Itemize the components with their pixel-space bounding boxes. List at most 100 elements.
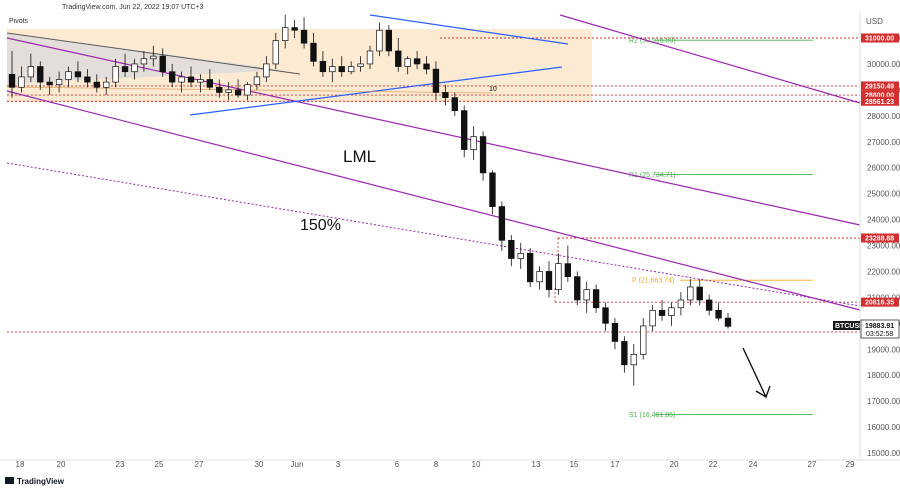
x-tick-label: 20 bbox=[670, 460, 679, 469]
candle-body bbox=[187, 76, 195, 83]
x-tick-label: 6 bbox=[395, 460, 400, 469]
candle-body bbox=[347, 66, 355, 73]
candle-body bbox=[131, 63, 138, 73]
indicator-label: Pivots bbox=[9, 18, 29, 25]
y-tick-label: 17000.00 bbox=[867, 397, 900, 406]
candle-body bbox=[602, 307, 609, 324]
candle-body bbox=[27, 66, 35, 78]
candle-body bbox=[216, 86, 223, 93]
candle-body bbox=[178, 76, 185, 83]
candle-body bbox=[517, 252, 524, 259]
candle-body bbox=[244, 84, 251, 96]
candle-body bbox=[423, 63, 430, 70]
blue-line-lower bbox=[189, 66, 563, 116]
x-tick-label: 24 bbox=[749, 460, 758, 469]
candle-body bbox=[338, 66, 345, 73]
x-tick-label: 10 bbox=[472, 460, 481, 469]
y-tick-label: 25000.00 bbox=[867, 190, 900, 199]
bar-countdown: 03:52:58 bbox=[866, 331, 893, 338]
current-price-value: 19883.91 bbox=[865, 323, 894, 330]
price-badge-label: 20816.35 bbox=[865, 300, 894, 307]
y-tick-label: 15000.00 bbox=[867, 449, 900, 458]
candle-body bbox=[724, 317, 732, 327]
candle-body bbox=[65, 71, 72, 80]
candle-body bbox=[640, 325, 647, 355]
range-label: 10 bbox=[489, 86, 497, 93]
price-badge-label: 29150.49 bbox=[865, 83, 894, 90]
candle-body bbox=[592, 289, 600, 309]
x-tick-label: 29 bbox=[846, 460, 855, 469]
candle-body bbox=[206, 79, 214, 88]
candle-body bbox=[93, 81, 100, 88]
candle-body bbox=[159, 55, 166, 73]
candle-body bbox=[385, 29, 393, 52]
pivot-label: R1 (25,734.71) bbox=[629, 172, 676, 179]
y-tick-label: 22000.00 bbox=[867, 267, 900, 276]
x-tick-label: 27 bbox=[808, 460, 817, 469]
candle-body bbox=[103, 81, 110, 88]
tradingview-logo[interactable]: TradingView bbox=[5, 477, 65, 486]
candle-body bbox=[705, 299, 713, 311]
candle-body bbox=[121, 66, 129, 73]
candle-body bbox=[545, 271, 553, 290]
candle-body bbox=[668, 307, 675, 316]
candle-body bbox=[564, 263, 572, 277]
candle-body bbox=[470, 136, 477, 150]
price-badge-label: 28800.00 bbox=[865, 93, 894, 100]
candle-body bbox=[621, 341, 628, 366]
price-badge bbox=[861, 233, 899, 243]
candle-body bbox=[508, 239, 515, 259]
x-tick-label: 15 bbox=[570, 460, 579, 469]
down-arrow-annotation bbox=[742, 347, 771, 399]
candle-body bbox=[715, 309, 722, 319]
lml-annotation: LML bbox=[343, 147, 376, 166]
candle-body bbox=[310, 42, 317, 62]
candle-body bbox=[489, 172, 496, 207]
purple-channel-lower-lml bbox=[6, 90, 861, 311]
candle-body bbox=[574, 276, 581, 301]
tv-logo-icon bbox=[5, 477, 14, 484]
x-axis-ticks: 18 20 23 25 27 30 Jun 3 6 8 10 13 15 17 20 22 24 27 29 bbox=[16, 460, 855, 469]
candle-body bbox=[112, 66, 119, 83]
candle-body bbox=[46, 81, 53, 86]
price-badge-label: 31000.00 bbox=[865, 36, 894, 43]
candle-body bbox=[649, 309, 656, 327]
candle-body bbox=[611, 322, 619, 342]
y-tick-label: 28000.00 bbox=[867, 112, 900, 121]
price-badge-label: 23288.88 bbox=[865, 236, 894, 243]
candle-body bbox=[498, 206, 506, 241]
candle-body bbox=[18, 76, 25, 88]
candle-body bbox=[37, 66, 44, 83]
candle-body bbox=[376, 29, 383, 52]
x-tick-label: Jun bbox=[291, 460, 304, 469]
candle-body bbox=[442, 92, 449, 99]
x-tick-label: 23 bbox=[116, 460, 125, 469]
x-tick-label: 13 bbox=[532, 460, 541, 469]
candle-body bbox=[225, 89, 232, 93]
candle-body bbox=[413, 58, 421, 65]
candle-body bbox=[696, 286, 703, 301]
price-badge bbox=[861, 33, 899, 43]
candle-body bbox=[677, 299, 685, 309]
pivot-label: P (21,663.74) bbox=[632, 278, 674, 285]
candle-body bbox=[395, 50, 402, 67]
x-tick-label: 17 bbox=[611, 460, 620, 469]
candle-body bbox=[168, 71, 176, 83]
candle-body bbox=[451, 97, 458, 111]
candle-body bbox=[74, 71, 82, 78]
currency-label: USD bbox=[866, 17, 883, 26]
x-tick-label: 8 bbox=[434, 460, 439, 469]
candle-body bbox=[658, 309, 666, 316]
y-tick-label: 19000.00 bbox=[867, 345, 900, 354]
y-tick-label: 18000.00 bbox=[867, 371, 900, 380]
pivot-label: R2 (30,916.59) bbox=[629, 38, 676, 45]
candle-body bbox=[253, 76, 261, 86]
y-tick-label: 30000.00 bbox=[867, 60, 900, 69]
fib-150-annotation: 150% bbox=[300, 217, 341, 234]
candle-body bbox=[630, 354, 637, 366]
purple-channel-upper bbox=[559, 14, 861, 104]
chart-source-header: TradingView.com, Jun 22, 2022 19:07 UTC+… bbox=[62, 4, 204, 11]
candle-body bbox=[687, 286, 694, 301]
x-tick-label: 20 bbox=[57, 460, 66, 469]
